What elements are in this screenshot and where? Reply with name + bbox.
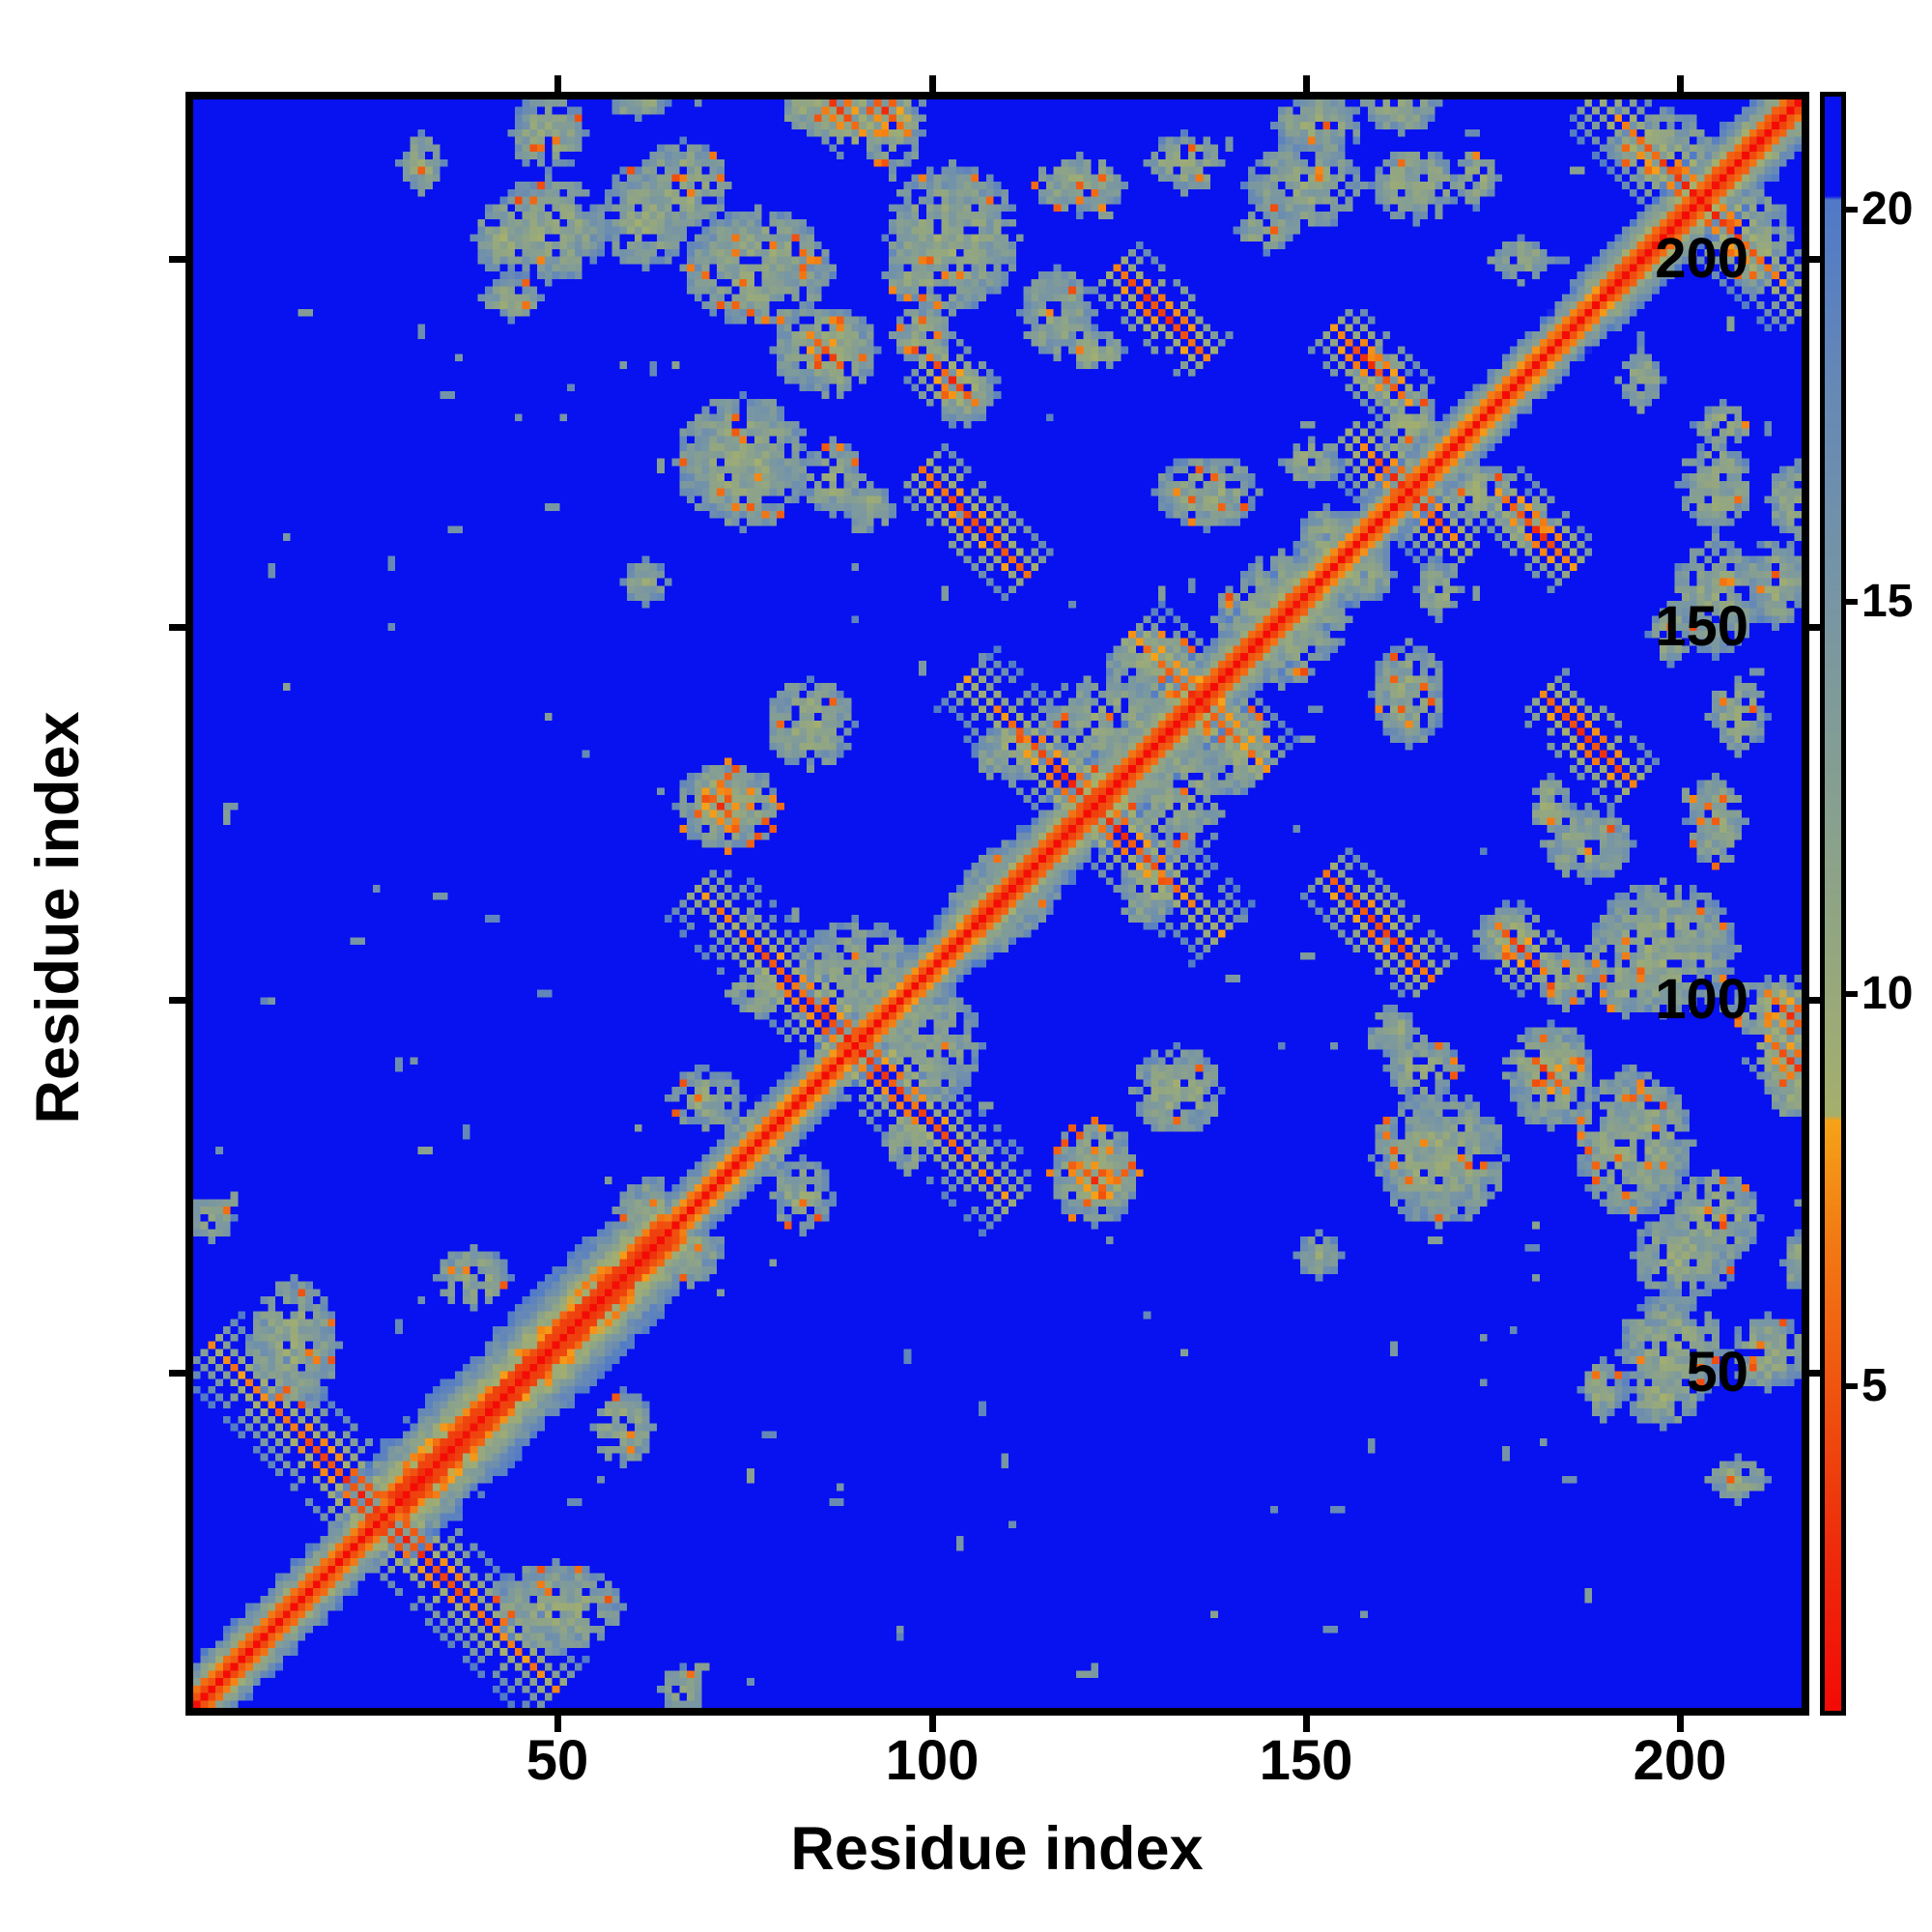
y-axis-tick [169, 256, 185, 263]
y-axis-tick [169, 997, 185, 1004]
colorbar-tick [1846, 1383, 1858, 1389]
x-tick-label: 200 [1633, 1729, 1727, 1792]
y-axis-tick [169, 1370, 185, 1377]
colorbar-tick [1846, 599, 1858, 605]
y-axis-title: Residue index [24, 711, 92, 1124]
x-tick-label: 150 [1259, 1729, 1353, 1792]
colorbar-tick-label: 5 [1861, 1360, 1888, 1411]
colorbar-tick-label: 15 [1861, 576, 1914, 627]
x-axis-top-tick [929, 75, 936, 92]
x-axis-tick [1677, 1716, 1684, 1732]
y-tick-label: 150 [1655, 595, 1748, 658]
heatmap-plot-area [185, 92, 1809, 1716]
x-axis-top-tick [554, 75, 561, 92]
y-tick-label: 100 [1655, 968, 1748, 1031]
colorbar-tick-label: 20 [1861, 184, 1914, 235]
x-axis-tick [1303, 1716, 1310, 1732]
colorbar-tick [1846, 991, 1858, 997]
x-axis-top-tick [1303, 75, 1310, 92]
y-axis-right-tick [1809, 997, 1826, 1004]
colorbar [1820, 92, 1846, 1716]
heatmap-canvas [193, 99, 1802, 1708]
y-tick-label: 200 [1655, 227, 1748, 290]
y-axis-right-tick [1809, 256, 1826, 263]
y-tick-label: 50 [1686, 1341, 1748, 1404]
x-axis-top-tick [1677, 75, 1684, 92]
colorbar-canvas [1825, 97, 1841, 1711]
colorbar-tick-label: 10 [1861, 968, 1914, 1019]
x-tick-label: 50 [526, 1729, 589, 1792]
y-axis-right-tick [1809, 1370, 1826, 1377]
x-axis-tick [929, 1716, 936, 1732]
x-axis-tick [554, 1716, 561, 1732]
colorbar-tick [1846, 207, 1858, 213]
y-axis-tick [169, 624, 185, 631]
x-tick-label: 100 [885, 1729, 980, 1792]
y-axis-right-tick [1809, 624, 1826, 631]
x-axis-title: Residue index [790, 1815, 1204, 1883]
